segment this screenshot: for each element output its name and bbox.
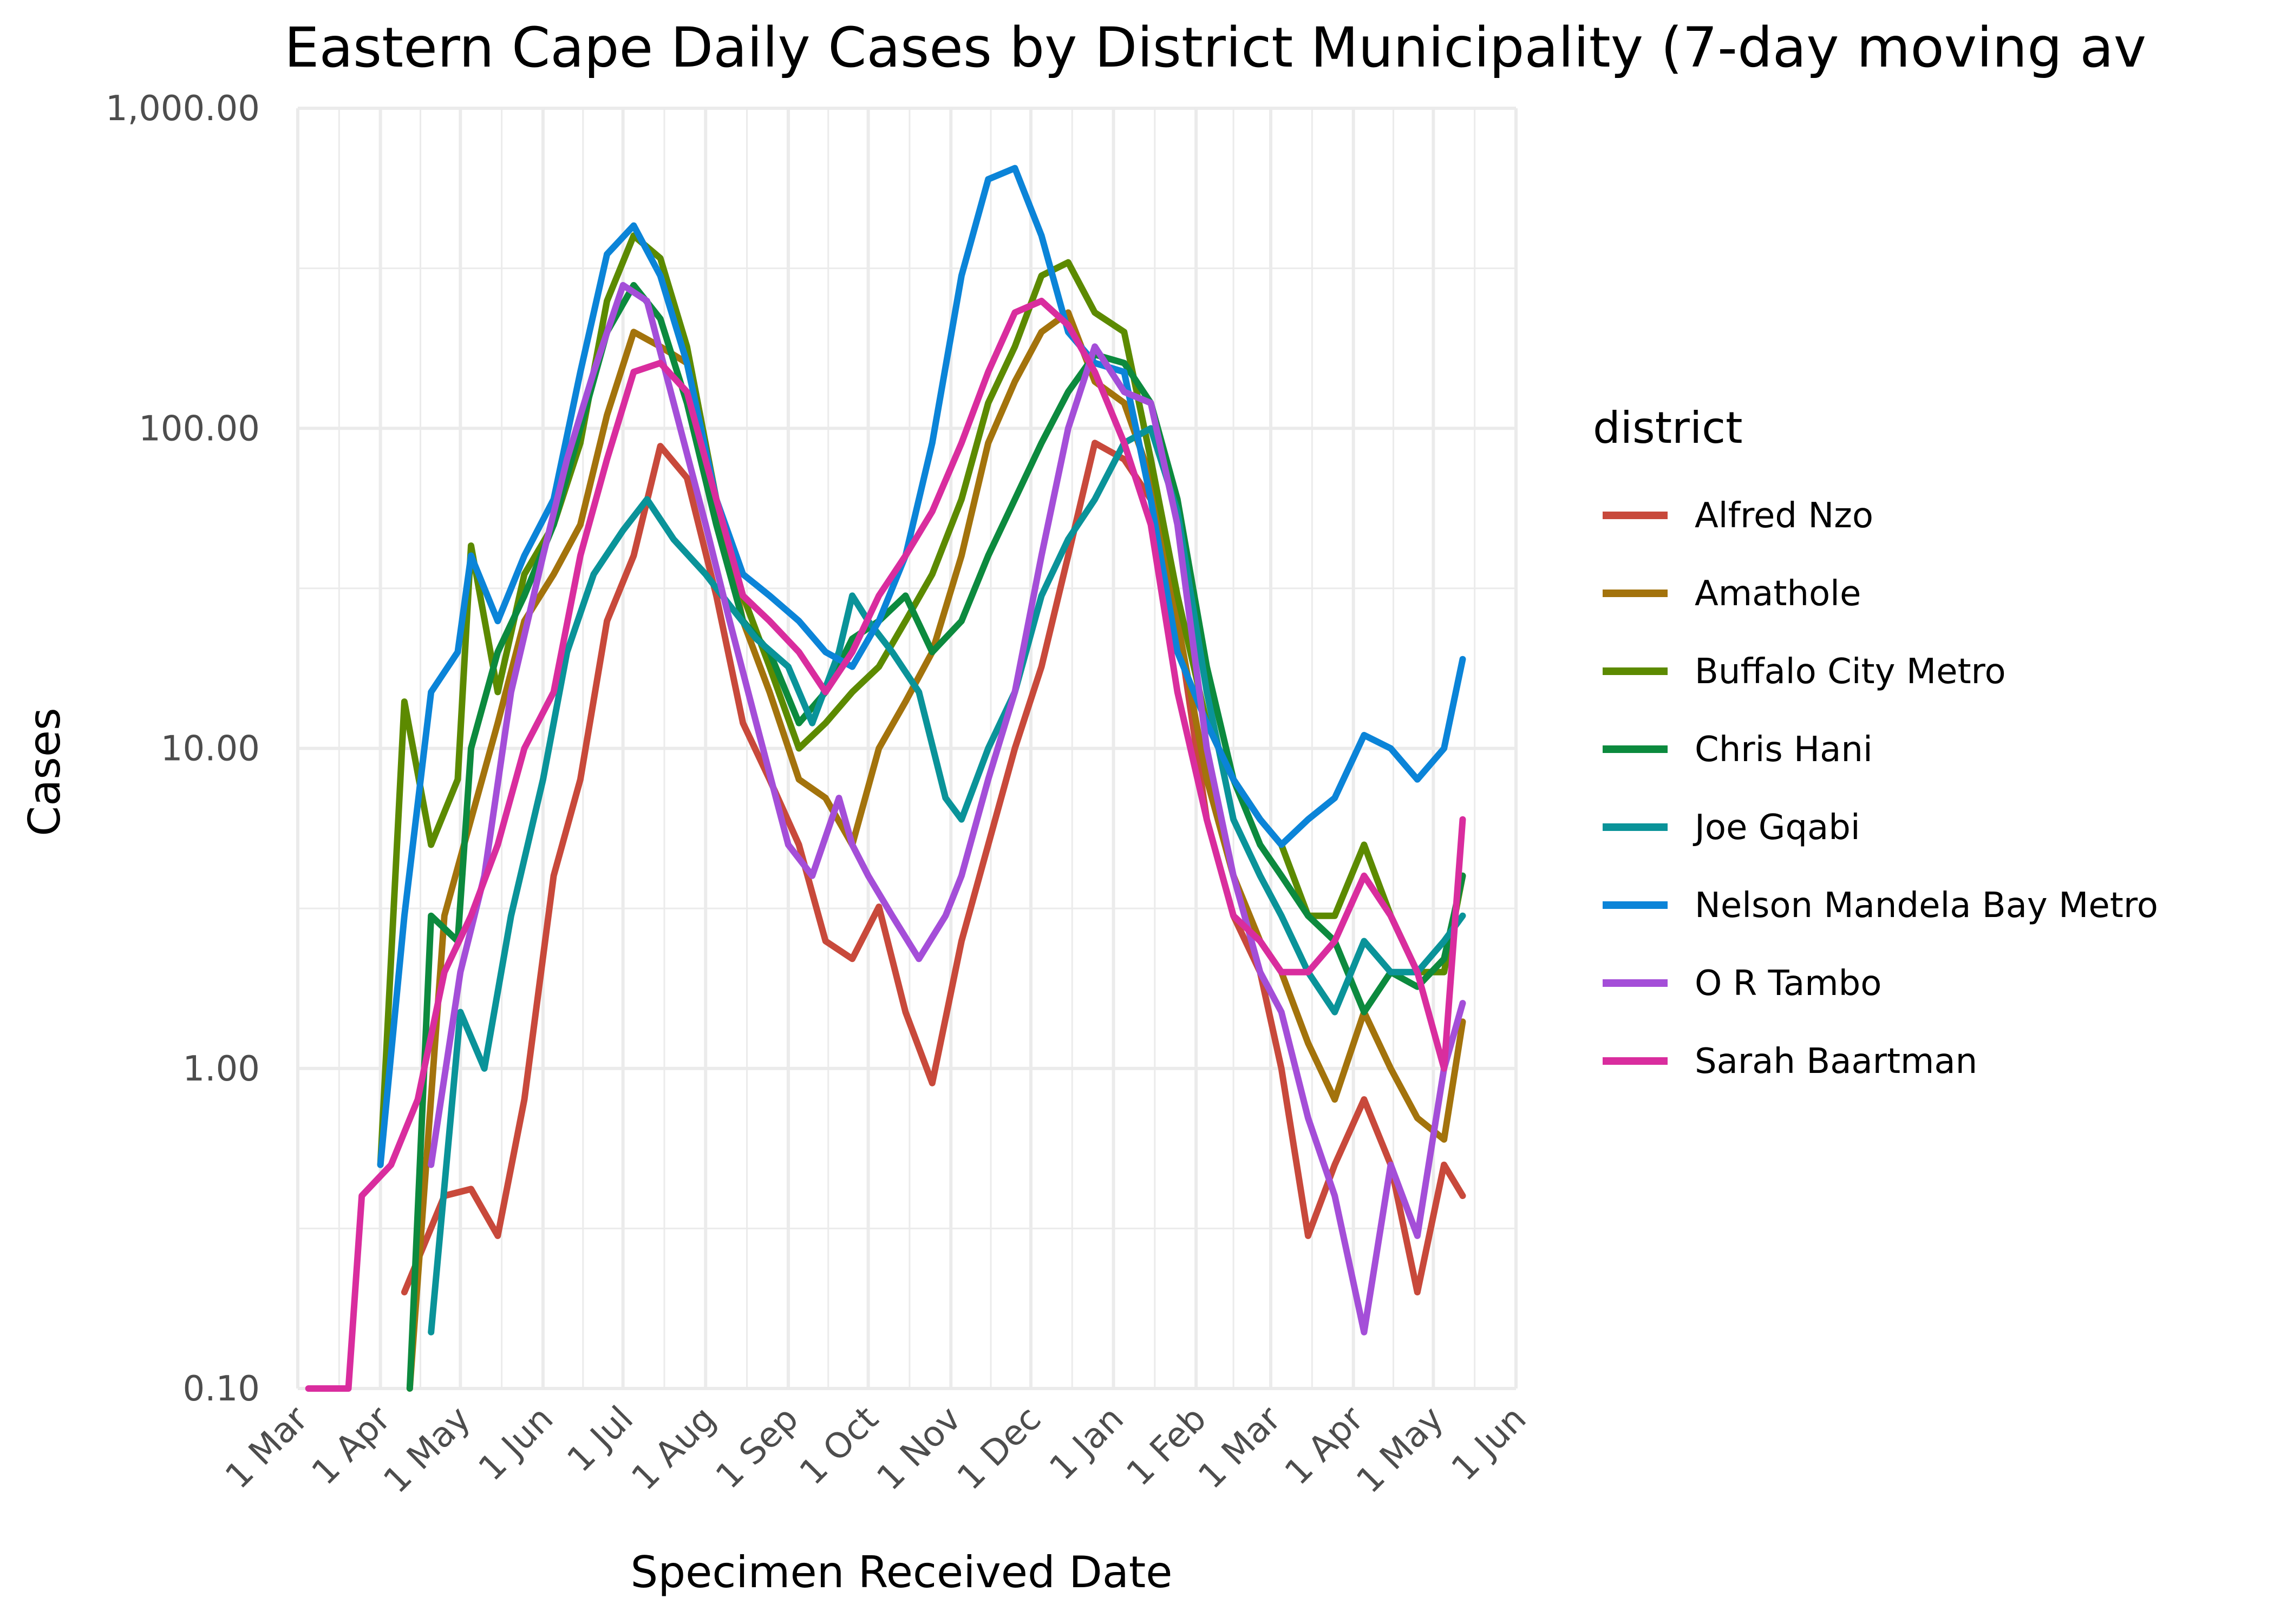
legend: district Alfred Nzo Amathole Buffalo City … (1593, 403, 2158, 1082)
x-tick-label: 1 Mar (218, 1399, 316, 1497)
legend-title: district (1593, 403, 1743, 453)
x-tick-label: 1 Jun (1444, 1399, 1534, 1489)
x-tick-label: 1 Mar (1191, 1399, 1289, 1497)
series-line-sarah-baartman (305, 298, 1466, 1392)
x-tick-label: 1 Oct (792, 1399, 886, 1493)
series-layer (305, 165, 1466, 1392)
x-tick-label: 1 Jan (1042, 1399, 1132, 1488)
legend-items: Alfred Nzo Amathole Buffalo City Metro Chri… (1603, 496, 2158, 1082)
series-line-chris-hani (406, 281, 1466, 1392)
legend-label-o-r-tambo: O R Tambo (1695, 964, 1881, 1004)
x-tick-label: 1 Aug (624, 1399, 724, 1498)
series-line-amathole (406, 309, 1466, 1392)
legend-label-amathole: Amathole (1695, 574, 1861, 614)
legend-label-sarah-baartman: Sarah Baartman (1695, 1042, 1977, 1082)
x-tick-label: 1 May (1349, 1399, 1452, 1501)
chart-title: Eastern Cape Daily Cases by District Mun… (284, 16, 2146, 80)
y-tick-label: 1.00 (183, 1049, 260, 1089)
y-tick-label: 10.00 (161, 729, 260, 769)
y-tick-label: 0.10 (183, 1369, 260, 1409)
y-tick-label: 1,000.00 (106, 89, 260, 129)
legend-label-buffalo-city-metro: Buffalo City Metro (1695, 652, 2006, 692)
y-axis: 0.10 1.00 10.00 100.00 1,000.00 (106, 89, 260, 1409)
legend-label-alfred-nzo: Alfred Nzo (1695, 496, 1873, 536)
legend-label-nelson-mandela-bay-metro: Nelson Mandela Bay Metro (1695, 886, 2158, 926)
x-axis-title: Specimen Received Date (631, 1547, 1173, 1597)
x-tick-label: 1 May (376, 1399, 479, 1501)
x-tick-label: 1 Dec (950, 1399, 1049, 1498)
y-axis-title: Cases (19, 708, 70, 836)
legend-label-joe-gqabi: Joe Gqabi (1693, 808, 1860, 848)
x-tick-label: 1 Sep (708, 1399, 806, 1497)
x-tick-label: 1 Feb (1119, 1399, 1214, 1494)
y-tick-label: 100.00 (139, 409, 260, 449)
series-line-joe-gqabi (428, 425, 1466, 1335)
x-tick-label: 1 Nov (870, 1399, 969, 1498)
legend-label-chris-hani: Chris Hani (1695, 730, 1873, 770)
series-line-nelson-mandela-bay-metro (377, 165, 1466, 1168)
series-line-o-r-tambo (428, 281, 1466, 1335)
x-tick-label: 1 Jun (471, 1399, 561, 1489)
series-line-alfred-nzo (401, 440, 1466, 1295)
